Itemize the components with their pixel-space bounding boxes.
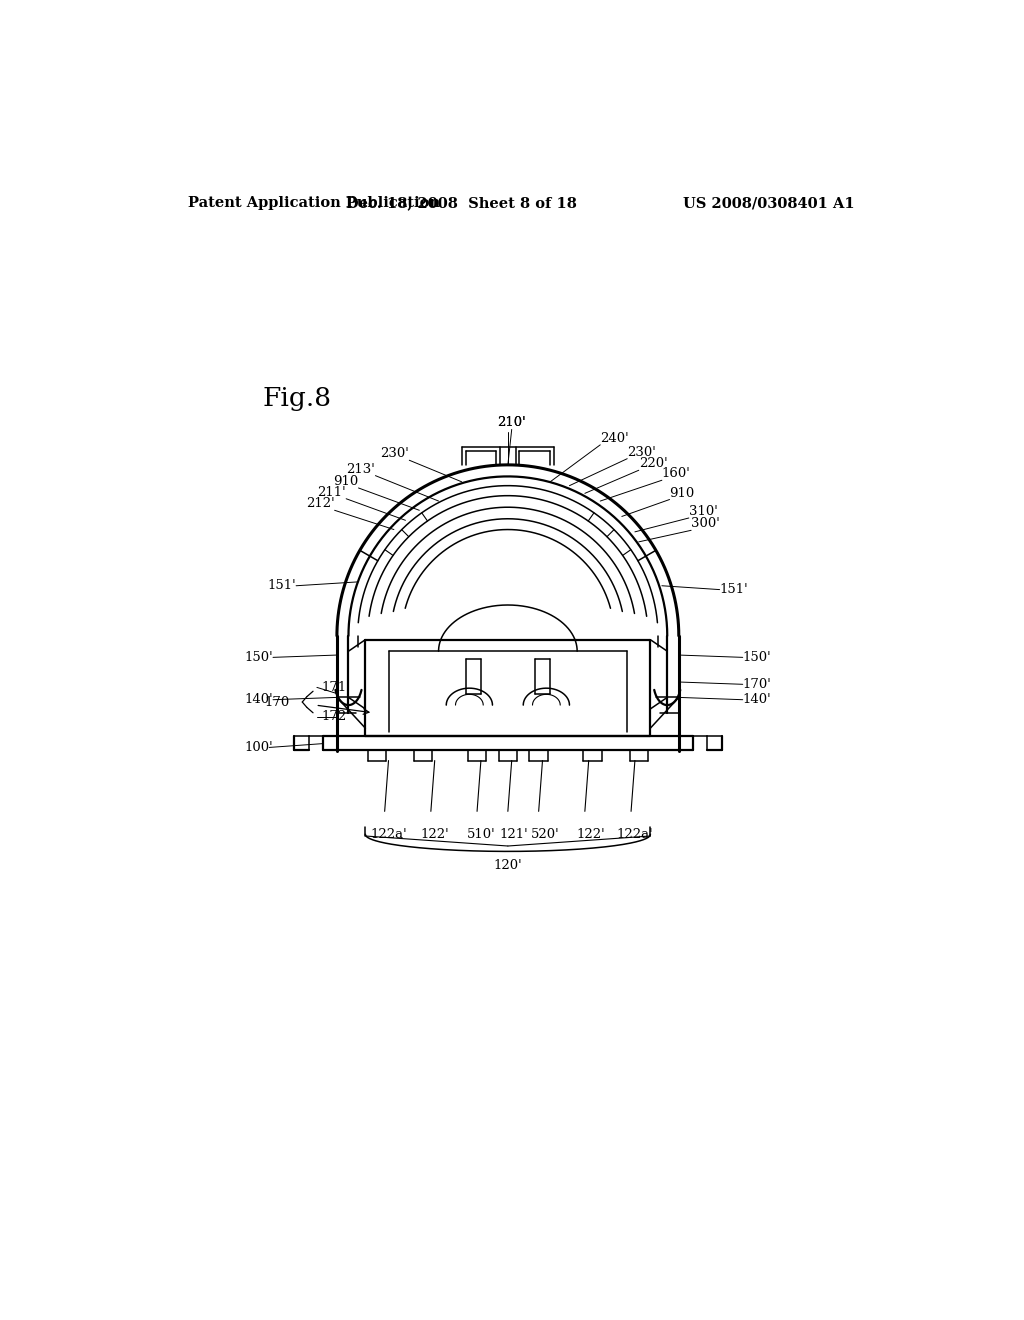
Text: 100': 100' bbox=[245, 741, 273, 754]
Text: 171': 171' bbox=[322, 681, 350, 694]
Text: 151': 151' bbox=[720, 583, 749, 597]
Text: Fig.8: Fig.8 bbox=[263, 385, 332, 411]
Text: 120': 120' bbox=[494, 859, 522, 873]
Text: 122': 122' bbox=[420, 829, 450, 841]
Text: 122a': 122a' bbox=[370, 829, 407, 841]
Text: 220': 220' bbox=[639, 457, 668, 470]
Text: 240': 240' bbox=[600, 432, 629, 445]
Text: Dec. 18, 2008  Sheet 8 of 18: Dec. 18, 2008 Sheet 8 of 18 bbox=[346, 197, 578, 210]
Text: 170': 170' bbox=[742, 677, 772, 690]
Text: 910: 910 bbox=[333, 475, 358, 488]
Text: 520': 520' bbox=[530, 829, 559, 841]
Text: Patent Application Publication: Patent Application Publication bbox=[188, 197, 440, 210]
Text: 213': 213' bbox=[346, 462, 376, 475]
Text: 122': 122' bbox=[577, 829, 605, 841]
Text: 140': 140' bbox=[742, 693, 771, 706]
Text: 212': 212' bbox=[306, 498, 335, 511]
Text: 160': 160' bbox=[662, 467, 691, 480]
Text: 210': 210' bbox=[498, 416, 526, 429]
Text: 300': 300' bbox=[691, 517, 720, 531]
Text: 230': 230' bbox=[381, 447, 410, 461]
Text: 150': 150' bbox=[245, 651, 273, 664]
Text: US 2008/0308401 A1: US 2008/0308401 A1 bbox=[683, 197, 854, 210]
Text: 230': 230' bbox=[628, 446, 656, 459]
Text: 910: 910 bbox=[670, 487, 695, 499]
Text: 151': 151' bbox=[267, 579, 296, 593]
Text: 510': 510' bbox=[467, 829, 496, 841]
Text: 122a': 122a' bbox=[616, 829, 653, 841]
Text: 172': 172' bbox=[322, 710, 350, 723]
Text: 150': 150' bbox=[742, 651, 771, 664]
Text: 121': 121' bbox=[500, 829, 528, 841]
Text: 210': 210' bbox=[498, 416, 526, 429]
Text: 170: 170 bbox=[264, 696, 290, 709]
Text: 310': 310' bbox=[689, 506, 718, 517]
Text: 211': 211' bbox=[317, 486, 346, 499]
Text: 140': 140' bbox=[245, 693, 273, 706]
